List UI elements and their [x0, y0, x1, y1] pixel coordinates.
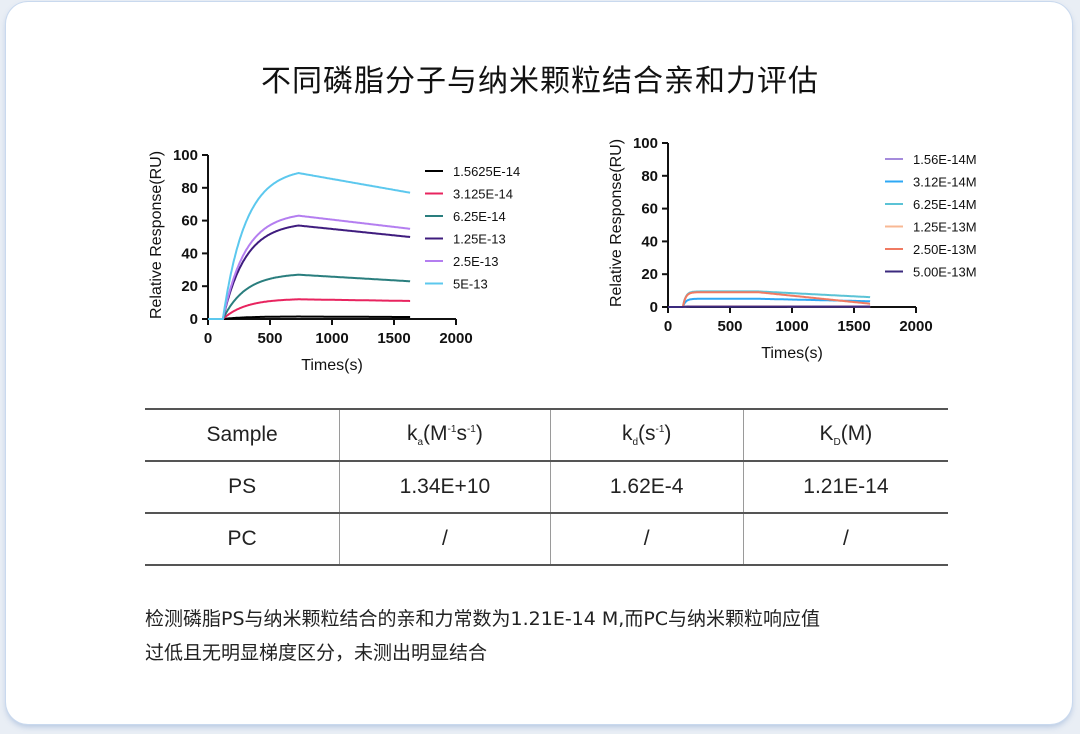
x-axis-label: Times(s): [761, 345, 823, 362]
series-line-1: [208, 315, 411, 320]
kinetics-table: Sample ka(M-1s-1) kd(s-1) KD(M) PS 1.34E…: [145, 408, 948, 566]
cell-sample: PS: [145, 460, 340, 513]
y-tick-label: 100: [633, 135, 658, 152]
header-kd-k: k: [621, 421, 633, 445]
y-tick-label: 40: [181, 245, 198, 262]
series-line-5: [668, 291, 871, 308]
cell-ka: 1.34E+10: [339, 460, 551, 513]
header-kd: kd(s-1): [549, 408, 744, 461]
legend-label: 1.5625E-14: [453, 164, 520, 179]
series-line-5: [208, 214, 411, 320]
header-ka-mid: s: [456, 421, 467, 445]
cell-sample: PC: [145, 512, 340, 566]
x-tick-label: 1500: [377, 330, 410, 347]
y-tick-label: 80: [641, 168, 658, 185]
table-row: PC / / /: [145, 512, 948, 566]
y-tick-label: 0: [190, 311, 198, 328]
legend-label: 1.56E-14M: [913, 152, 977, 167]
x-tick-label: 0: [204, 330, 212, 347]
chart-right: 0 500 1000 1500 2000 0 20 40 60 80 100 Times(s) Rela…: [608, 135, 977, 362]
chart-left: 0 500 1000 1500 2000 0 20 40 60 80 100 Times(s) Rela…: [148, 147, 520, 374]
series-line-6: [208, 171, 411, 320]
cell-KD: /: [742, 512, 948, 566]
conclusion-text: 检测磷脂PS与纳米颗粒结合的亲和力常数为1.21E-14 M,而PC与纳米颗粒响…: [145, 602, 965, 670]
cell-kd: /: [549, 512, 744, 566]
content-card: [6, 2, 1072, 724]
y-tick-label: 60: [181, 213, 198, 230]
x-tick-label: 500: [257, 330, 282, 347]
series-line-3: [208, 273, 411, 320]
y-tick-label: 80: [181, 180, 198, 197]
cell-kd: 1.62E-4: [549, 460, 744, 513]
page-title: 不同磷脂分子与纳米颗粒结合亲和力评估: [261, 64, 819, 99]
header-kd-close: ): [664, 421, 672, 445]
y-axis-label: Relative Response(RU): [608, 139, 625, 307]
x-tick-label: 2000: [439, 330, 472, 347]
x-tick-label: 2000: [899, 318, 932, 335]
y-axis-label: Relative Response(RU): [148, 151, 165, 319]
cell-ka: /: [339, 512, 551, 566]
x-tick-label: 1000: [775, 318, 808, 335]
header-ka-sup1: -1: [447, 423, 457, 435]
y-tick-label: 0: [650, 299, 658, 316]
legend-label: 1.25E-13M: [913, 220, 977, 235]
legend-label: 5E-13: [453, 277, 488, 292]
header-sample-label: Sample: [206, 423, 278, 446]
legend-label: 6.25E-14: [453, 209, 506, 224]
x-tick-label: 0: [664, 318, 672, 335]
legend-label: 6.25E-14M: [913, 197, 977, 212]
y-tick-label: 20: [181, 278, 198, 295]
header-kd-sub: d: [632, 437, 639, 449]
header-sample: Sample: [145, 408, 340, 461]
legend-label: 3.12E-14M: [913, 175, 977, 190]
legend-label: 2.5E-13: [453, 254, 499, 269]
y-tick-label: 60: [641, 201, 658, 218]
header-KD-k: K: [819, 421, 834, 445]
y-tick-label: 20: [641, 266, 658, 283]
header-ka-sub: a: [417, 437, 424, 449]
cell-KD: 1.21E-14: [742, 460, 948, 513]
table-header-row: Sample ka(M-1s-1) kd(s-1) KD(M): [145, 408, 948, 461]
conclusion-line-1: 检测磷脂PS与纳米颗粒结合的亲和力常数为1.21E-14 M,而PC与纳米颗粒响…: [145, 608, 821, 630]
legend-label: 5.00E-13M: [913, 265, 977, 280]
x-tick-label: 500: [717, 318, 742, 335]
table-row: PS 1.34E+10 1.62E-4 1.21E-14: [145, 460, 948, 513]
x-tick-label: 1000: [315, 330, 348, 347]
header-ka-k: k: [406, 421, 418, 445]
header-KD-sub: D: [833, 437, 841, 449]
x-axis-label: Times(s): [301, 357, 363, 374]
series-line-2: [208, 298, 411, 320]
y-tick-label: 40: [641, 233, 658, 250]
legend-label: 2.50E-13M: [913, 242, 977, 257]
header-ka-close: ): [475, 421, 483, 445]
header-kd-open: (s: [638, 421, 656, 445]
header-ka-open: (M: [423, 421, 448, 445]
series-line-4: [208, 224, 411, 320]
header-kd-sup: -1: [655, 423, 665, 435]
header-ka-sup2: -1: [466, 423, 476, 435]
header-ka: ka(M-1s-1): [339, 408, 551, 461]
header-KD-unit: (M): [840, 421, 873, 445]
x-tick-label: 1500: [837, 318, 870, 335]
legend-label: 1.25E-13: [453, 232, 506, 247]
conclusion-line-2: 过低且无明显梯度区分，未测出明显结合: [145, 642, 488, 664]
legend-label: 3.125E-14: [453, 187, 513, 202]
header-KD: KD(M): [742, 408, 948, 461]
y-tick-label: 100: [173, 147, 198, 164]
